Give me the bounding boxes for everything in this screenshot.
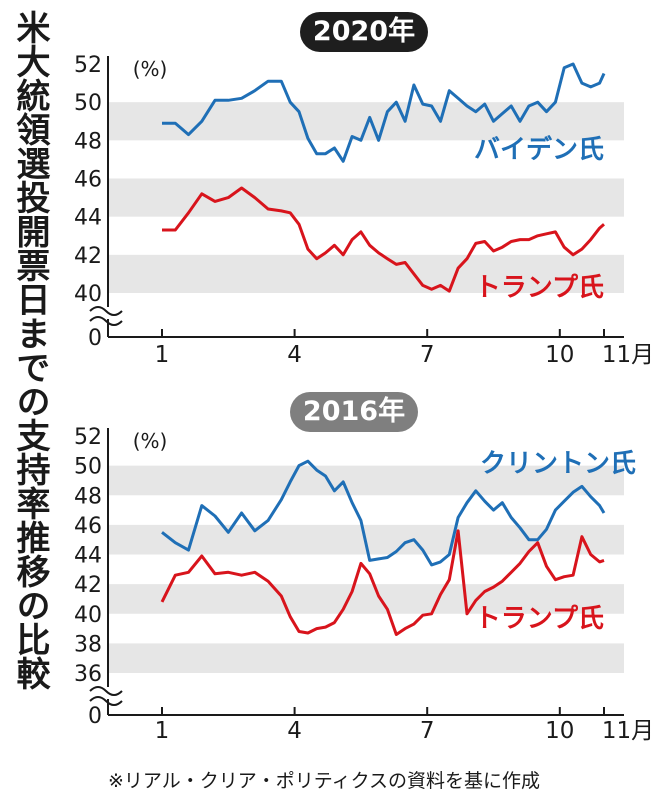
y-tick-label: 40 (74, 282, 102, 307)
series-label-1-0: クリントン氏 (480, 449, 636, 479)
axis-break (89, 686, 123, 706)
unit-label: (%) (133, 429, 168, 453)
y-tick-label: 46 (74, 168, 102, 193)
series-line-0-1 (162, 186, 605, 293)
y-tick-label: 48 (74, 484, 102, 509)
y-tick-label: 38 (74, 632, 102, 657)
y-tick-label: 50 (74, 91, 102, 116)
year-badge-2020: 2020年 (300, 12, 428, 52)
y-tick-label: 42 (74, 244, 102, 269)
x-tick-label: 10 (545, 342, 574, 368)
x-tick-label: 7 (420, 718, 435, 744)
y-tick-label-zero: 0 (88, 704, 102, 729)
source-note: ※リアル・クリア・ポリティクスの資料を基に作成 (108, 770, 541, 792)
series-label-1-1: トランプ氏 (475, 604, 604, 634)
chart-title: 米大統領選投開票日までの支持率推移の比較 (10, 10, 50, 690)
y-tick-label: 44 (74, 206, 102, 231)
y-tick-label: 36 (74, 662, 102, 687)
series-line-1-1 (160, 529, 605, 636)
x-tick-label: 4 (287, 342, 302, 368)
x-tick-label: 4 (287, 718, 302, 744)
y-tick-label: 46 (74, 514, 102, 539)
y-tick-label: 40 (74, 603, 102, 628)
grid-band (108, 254, 624, 293)
grid-band (108, 584, 624, 614)
y-tick-label: 42 (74, 573, 102, 598)
y-tick-label: 50 (74, 455, 102, 480)
axis-break (89, 306, 123, 326)
y-tick-label-zero: 0 (88, 326, 102, 351)
series-label-0-1: トランプ氏 (475, 273, 604, 303)
grid-band (108, 465, 624, 496)
y-tick-label: 44 (74, 544, 102, 569)
y-tick-label: 52 (74, 53, 102, 78)
grid-band (108, 102, 624, 141)
y-tick-label: 52 (74, 425, 102, 450)
year-badge-2016: 2016年 (290, 392, 418, 432)
x-tick-label-month: 11月 (602, 342, 654, 368)
unit-label: (%) (133, 57, 168, 81)
series-line-0-0 (162, 62, 606, 163)
x-tick-label: 1 (155, 718, 170, 744)
y-tick-label: 48 (74, 129, 102, 154)
x-tick-label: 10 (545, 718, 574, 744)
series-label-0-0: バイデン氏 (474, 134, 604, 165)
grid-band (108, 178, 624, 217)
x-tick-label: 7 (420, 342, 435, 368)
series-line-1-0 (161, 459, 606, 567)
x-tick-label: 1 (155, 342, 170, 368)
grid-band (108, 643, 624, 673)
x-tick-label-month: 11月 (602, 718, 654, 744)
